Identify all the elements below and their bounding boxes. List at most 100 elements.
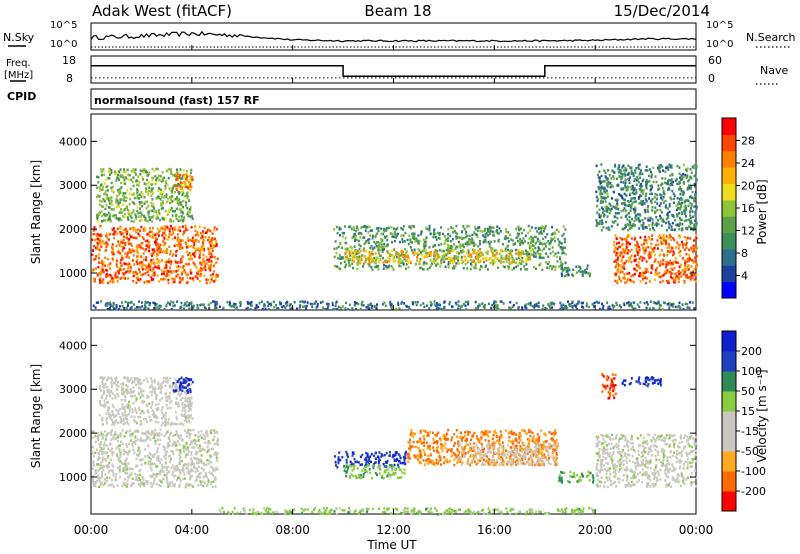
heatmap-cell	[137, 215, 140, 218]
heatmap-cell	[178, 192, 181, 195]
heatmap-cell	[111, 453, 114, 457]
heatmap-cell	[92, 258, 95, 261]
nsky-series	[90, 30, 697, 48]
heatmap-cell	[500, 256, 503, 259]
heatmap-cell	[688, 248, 690, 252]
heatmap-cell	[369, 234, 371, 237]
heatmap-cell	[163, 176, 166, 180]
heatmap-cell	[616, 247, 619, 251]
heatmap-cell	[119, 201, 122, 204]
heatmap-cell	[683, 235, 686, 239]
heatmap-cell	[680, 211, 683, 214]
heatmap-cell	[143, 202, 146, 205]
heatmap-cell	[189, 468, 192, 471]
heatmap-cell	[675, 208, 678, 212]
heatmap-cell	[202, 248, 205, 251]
heatmap-cell	[627, 164, 630, 168]
heatmap-cell	[616, 281, 619, 284]
heatmap-cell	[633, 224, 636, 227]
heatmap-cell	[119, 198, 122, 201]
heatmap-cell	[106, 264, 109, 267]
heatmap-cell	[494, 256, 497, 259]
heatmap-cell	[211, 236, 214, 240]
heatmap-cell	[169, 484, 172, 487]
heatmap-cell	[684, 204, 687, 207]
heatmap-cell	[211, 249, 214, 253]
heatmap-cell	[667, 279, 670, 283]
heatmap-cell	[399, 265, 402, 268]
heatmap-cell	[184, 183, 187, 186]
heatmap-cell	[678, 166, 681, 169]
heatmap-cell	[132, 441, 135, 444]
heatmap-cell	[428, 246, 431, 249]
heatmap-cell	[515, 252, 518, 255]
heatmap-cell	[557, 238, 560, 241]
heatmap-cell	[150, 276, 153, 279]
heatmap-cell	[388, 260, 390, 263]
heatmap-cell	[208, 252, 211, 256]
heatmap-cell	[644, 276, 647, 279]
heatmap-cell	[150, 262, 153, 266]
heatmap-cell	[99, 445, 102, 448]
heatmap-cell	[158, 212, 161, 215]
heatmap-cell	[647, 180, 650, 184]
heatmap-cell	[347, 259, 350, 263]
heatmap-cell	[605, 189, 608, 192]
heatmap-cell	[190, 302, 193, 305]
heatmap-cell	[617, 267, 620, 270]
heatmap-cell	[521, 306, 524, 310]
heatmap-cell	[615, 177, 618, 180]
heatmap-cell	[502, 265, 505, 268]
heatmap-cell	[449, 234, 452, 238]
heatmap-cell	[644, 217, 647, 220]
heatmap-cell	[210, 260, 213, 264]
heatmap-cell	[496, 228, 499, 232]
heatmap-cell	[369, 229, 372, 232]
heatmap-cell	[451, 266, 454, 270]
heatmap-cell	[267, 308, 270, 311]
heatmap-cell	[122, 203, 125, 207]
heatmap-cell	[538, 239, 541, 242]
heatmap-cell	[108, 301, 111, 304]
heatmap-cell	[173, 280, 176, 283]
heatmap-cell	[347, 264, 350, 267]
heatmap-cell	[185, 185, 188, 189]
heatmap-cell	[138, 197, 140, 200]
heatmap-cell	[651, 197, 654, 201]
heatmap-cell	[106, 301, 109, 305]
heatmap-cell	[163, 307, 166, 311]
heatmap-cell	[202, 257, 205, 261]
heatmap-cell	[137, 276, 140, 279]
heatmap-cell	[186, 228, 189, 232]
heatmap-cell	[142, 258, 145, 261]
heatmap-cell	[139, 473, 142, 477]
heatmap-cell	[160, 188, 162, 192]
heatmap-cell	[619, 251, 622, 254]
heatmap-cell	[353, 228, 356, 232]
heatmap-cell	[603, 186, 606, 190]
heatmap-cell	[457, 259, 460, 262]
heatmap-cell	[104, 264, 106, 267]
heatmap-cell	[648, 280, 651, 283]
heatmap-cell	[101, 450, 104, 453]
heatmap-cell	[99, 188, 102, 191]
heatmap-cell	[364, 241, 367, 244]
heatmap-cell	[181, 466, 184, 469]
heatmap-cell	[174, 190, 176, 194]
heatmap-cell	[143, 168, 146, 171]
heatmap-cell	[138, 193, 141, 196]
heatmap-cell	[185, 173, 188, 176]
heatmap-cell	[131, 201, 134, 204]
heatmap-cell	[425, 249, 428, 252]
heatmap-cell	[671, 213, 674, 217]
heatmap-cell	[206, 450, 209, 454]
heatmap-cell	[645, 165, 648, 168]
heatmap-cell	[141, 169, 144, 173]
heatmap-cell	[176, 468, 179, 472]
heatmap-cell	[448, 257, 451, 260]
heatmap-cell	[176, 431, 178, 435]
heatmap-cell	[181, 225, 184, 228]
heatmap-cell	[666, 269, 669, 272]
heatmap-cell	[161, 250, 164, 254]
heatmap-cell	[122, 176, 125, 179]
